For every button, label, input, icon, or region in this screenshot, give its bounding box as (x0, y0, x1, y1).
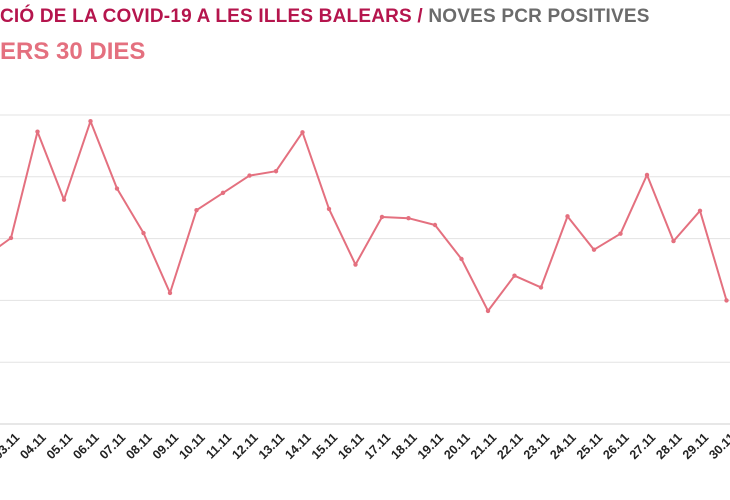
x-tick-labels: 03.1104.1105.1106.1107.1108.1109.1110.11… (0, 430, 730, 462)
data-point (61, 197, 67, 202)
x-tick-label: 18.11 (388, 430, 420, 462)
data-point (114, 186, 120, 191)
data-point (591, 247, 597, 252)
data-point (247, 173, 252, 178)
x-tick-label: 23.11 (521, 430, 553, 462)
x-tick-label: 25.11 (574, 430, 606, 462)
x-tick-label: 30.11 (706, 430, 730, 462)
data-point (326, 206, 332, 212)
x-tick-label: 21.11 (468, 430, 500, 462)
data-point (432, 222, 438, 228)
x-tick-label: 17.11 (362, 430, 394, 462)
data-points (8, 118, 729, 314)
x-tick-label: 15.11 (309, 430, 341, 462)
x-tick-label: 14.11 (282, 430, 314, 462)
x-tick-label: 08.11 (123, 430, 155, 462)
x-tick-label: 29.11 (680, 430, 712, 462)
series-path (0, 120, 728, 312)
data-point (35, 129, 40, 134)
data-point (618, 231, 623, 236)
data-point (88, 118, 93, 124)
data-point (406, 216, 411, 221)
x-tick-label: 16.11 (335, 430, 367, 462)
x-tick-label: 06.11 (70, 430, 102, 462)
data-point (167, 290, 173, 296)
chart-title-sub: NOVES PCR POSITIVES (428, 6, 650, 27)
data-point (379, 214, 385, 220)
x-tick-label: 28.11 (653, 430, 685, 462)
data-point (697, 208, 703, 213)
data-point (565, 214, 570, 219)
x-tick-label: 07.11 (97, 430, 129, 462)
data-point (300, 130, 305, 135)
x-tick-label: 03.11 (0, 430, 22, 462)
data-point (273, 169, 279, 174)
x-tick-label: 05.11 (44, 430, 76, 462)
x-tick-label: 04.11 (17, 430, 49, 462)
data-point (538, 285, 544, 290)
data-point (485, 308, 491, 314)
gridlines (0, 114, 730, 363)
chart-subtitle: ERS 30 DIES (0, 38, 146, 65)
x-tick-label: 10.11 (176, 430, 208, 462)
chart-title-main: CIÓ DE LA COVID-19 A LES ILLES BALEARS (0, 6, 412, 27)
data-point (220, 190, 226, 196)
x-tick-label: 26.11 (600, 430, 632, 462)
data-point (512, 273, 517, 278)
x-tick-label: 11.11 (203, 430, 234, 461)
data-point (141, 230, 146, 236)
x-tick-label: 13.11 (256, 430, 288, 462)
x-tick-label: 27.11 (627, 430, 659, 462)
data-point (671, 238, 676, 244)
data-point (459, 256, 464, 262)
x-tick-label: 20.11 (441, 430, 473, 462)
data-point (644, 172, 650, 178)
x-tick-label: 22.11 (494, 430, 526, 462)
data-point (724, 298, 729, 303)
x-tick-label: 19.11 (415, 430, 447, 462)
chart-title: CIÓ DE LA COVID-19 A LES ILLES BALEARS /… (0, 6, 650, 28)
x-tick-label: 24.11 (547, 430, 579, 462)
x-tick-label: 12.11 (229, 430, 261, 462)
data-point (8, 235, 14, 241)
data-point (353, 262, 358, 267)
x-tick-label: 09.11 (150, 430, 182, 462)
series-line (0, 120, 728, 312)
data-point (194, 207, 199, 213)
chart-title-separator: / (411, 6, 429, 27)
